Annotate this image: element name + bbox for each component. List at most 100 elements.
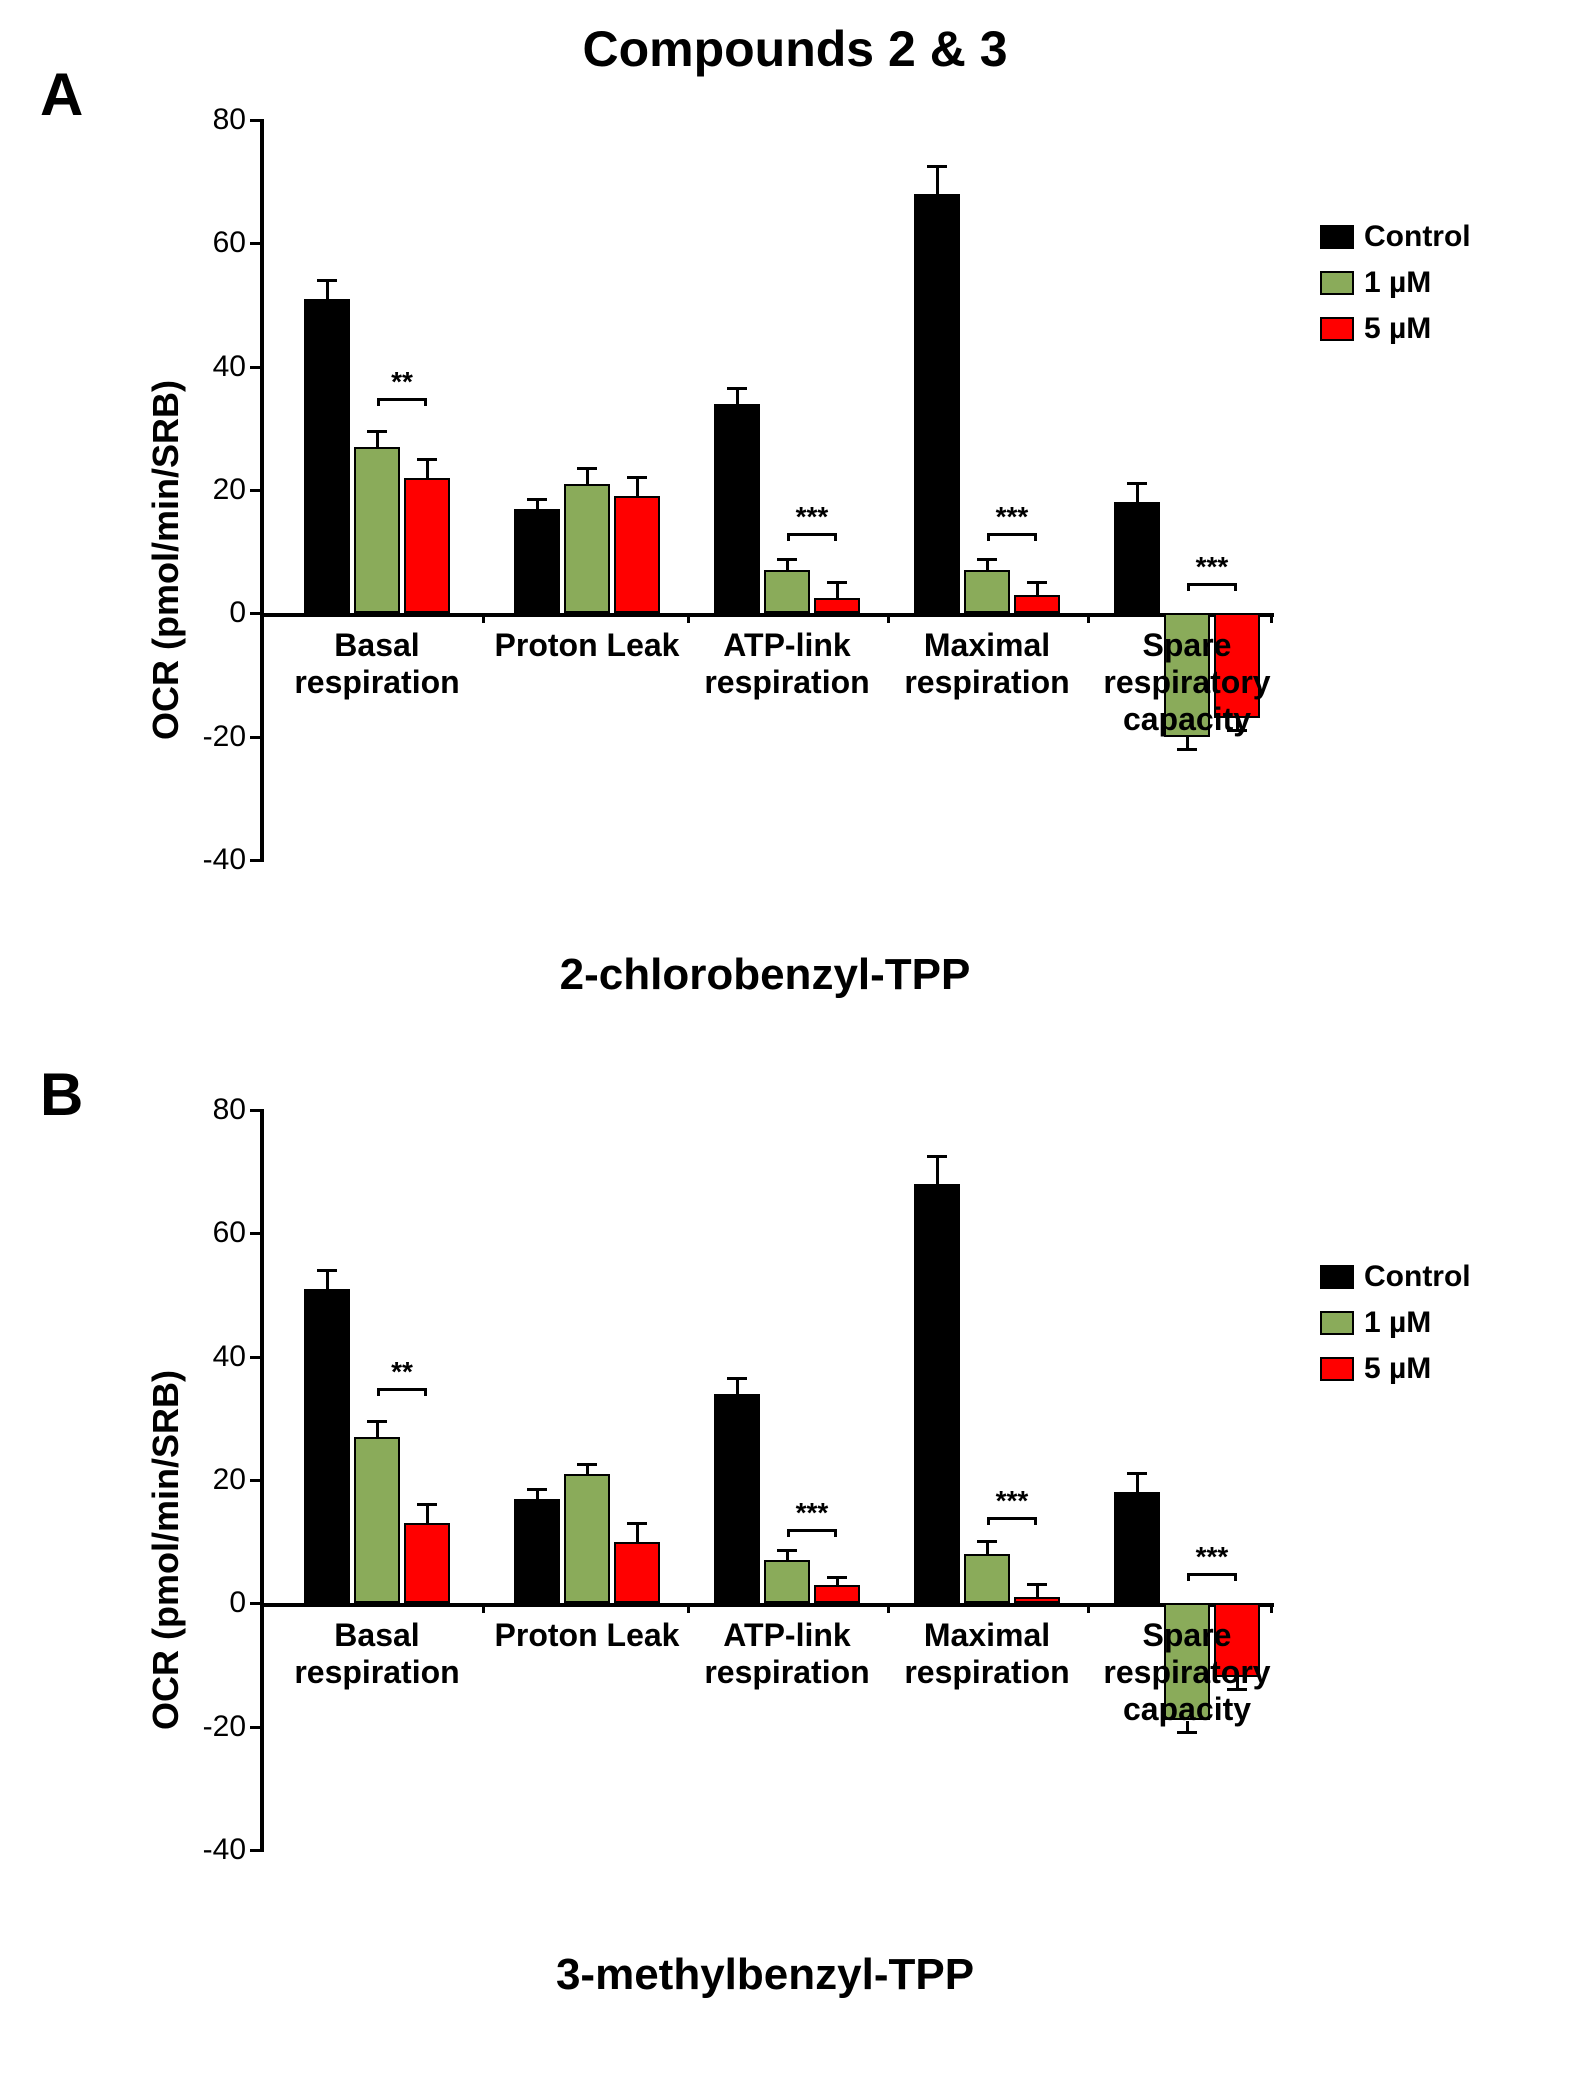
significance-label: *** xyxy=(772,1499,852,1527)
y-tick-label: 40 xyxy=(213,350,246,384)
y-tick-label: 0 xyxy=(229,1586,246,1620)
bar xyxy=(914,1184,960,1603)
error-cap xyxy=(577,467,597,470)
bar-group xyxy=(714,120,860,860)
bar-group xyxy=(714,1110,860,1850)
error-cap xyxy=(1127,1472,1147,1475)
error-cap xyxy=(1127,482,1147,485)
bar-group xyxy=(914,1110,1060,1850)
baseline-tick xyxy=(1270,1603,1273,1613)
y-tick xyxy=(250,1849,264,1852)
y-tick xyxy=(250,859,264,862)
error-cap xyxy=(827,581,847,584)
legend-label: Control xyxy=(1364,220,1471,254)
bar xyxy=(304,1289,350,1604)
error-cap xyxy=(627,1522,647,1525)
error-cap xyxy=(527,1488,547,1491)
legend-swatch xyxy=(1320,317,1354,341)
panel-letter-b: B xyxy=(40,1060,83,1129)
category-label: Maximalrespiration xyxy=(882,627,1092,701)
bar xyxy=(964,1554,1010,1603)
significance-label: *** xyxy=(972,1487,1052,1515)
error-cap xyxy=(367,1420,387,1423)
legend-label: 5 µM xyxy=(1364,1352,1431,1386)
error-cap xyxy=(417,1503,437,1506)
bar xyxy=(404,1523,450,1603)
error-bar xyxy=(936,166,939,194)
error-cap xyxy=(527,498,547,501)
error-cap xyxy=(927,165,947,168)
figure-main-title: Compounds 2 & 3 xyxy=(0,20,1590,78)
y-tick xyxy=(250,1232,264,1235)
plot-area-a: -40-20020406080BasalrespirationProton Le… xyxy=(260,120,1274,860)
error-cap xyxy=(1177,748,1197,751)
error-bar xyxy=(786,559,789,570)
y-axis-title-b: OCR (pmol/min/SRB) xyxy=(145,1370,187,1730)
error-bar xyxy=(986,559,989,570)
plot-area-b: -40-20020406080BasalrespirationProton Le… xyxy=(260,1110,1274,1850)
bar-group xyxy=(514,120,660,860)
error-cap xyxy=(977,1540,997,1543)
error-bar xyxy=(426,1505,429,1524)
y-tick-label: -40 xyxy=(203,843,246,877)
bar xyxy=(714,404,760,614)
error-bar xyxy=(836,583,839,598)
legend-item: 5 µM xyxy=(1320,312,1471,346)
y-tick xyxy=(250,1726,264,1729)
y-tick xyxy=(250,612,264,615)
bar-group xyxy=(1114,120,1260,860)
error-bar xyxy=(736,388,739,403)
error-cap xyxy=(577,1463,597,1466)
bar xyxy=(1114,502,1160,613)
bar xyxy=(354,447,400,614)
significance-label: *** xyxy=(1172,553,1252,581)
legend-label: Control xyxy=(1364,1260,1471,1294)
bar xyxy=(564,1474,610,1604)
panel-b-subtitle: 3-methylbenzyl-TPP xyxy=(260,1950,1270,2000)
error-bar xyxy=(586,468,589,483)
y-tick xyxy=(250,1109,264,1112)
bar xyxy=(964,570,1010,613)
bar xyxy=(354,1437,400,1604)
bar xyxy=(814,598,860,613)
baseline-tick xyxy=(687,1603,690,1613)
legend-swatch xyxy=(1320,1265,1354,1289)
error-cap xyxy=(777,1549,797,1552)
y-tick xyxy=(250,489,264,492)
panel-a-subtitle: 2-chlorobenzyl-TPP xyxy=(260,950,1270,1000)
bar xyxy=(304,299,350,614)
y-tick xyxy=(250,366,264,369)
y-tick-label: 20 xyxy=(213,473,246,507)
error-cap xyxy=(977,558,997,561)
y-tick-label: 0 xyxy=(229,596,246,630)
y-tick-label: 20 xyxy=(213,1463,246,1497)
bar xyxy=(614,496,660,613)
error-bar xyxy=(1036,583,1039,595)
category-label: Sparerespiratorycapacity xyxy=(1082,1617,1292,1727)
bar xyxy=(514,1499,560,1604)
y-tick-label: -20 xyxy=(203,720,246,754)
y-tick xyxy=(250,119,264,122)
error-cap xyxy=(727,1377,747,1380)
category-label: Maximalrespiration xyxy=(882,1617,1092,1691)
y-tick xyxy=(250,736,264,739)
error-cap xyxy=(627,476,647,479)
error-cap xyxy=(317,279,337,282)
legend-label: 5 µM xyxy=(1364,312,1431,346)
y-tick-label: -20 xyxy=(203,1710,246,1744)
y-axis-title-a: OCR (pmol/min/SRB) xyxy=(145,380,187,740)
bar xyxy=(1014,595,1060,614)
error-cap xyxy=(777,558,797,561)
y-tick xyxy=(250,1602,264,1605)
bar xyxy=(814,1585,860,1604)
panel-letter-a: A xyxy=(40,60,83,129)
legend-swatch xyxy=(1320,225,1354,249)
baseline-tick xyxy=(1087,1603,1090,1613)
legend-item: 1 µM xyxy=(1320,1306,1471,1340)
category-label: Sparerespiratorycapacity xyxy=(1082,627,1292,737)
bar-group xyxy=(514,1110,660,1850)
y-tick xyxy=(250,1479,264,1482)
error-bar xyxy=(326,280,329,299)
chart-panel-b: -40-20020406080BasalrespirationProton Le… xyxy=(260,1110,1560,2010)
category-label: Proton Leak xyxy=(482,1617,692,1654)
